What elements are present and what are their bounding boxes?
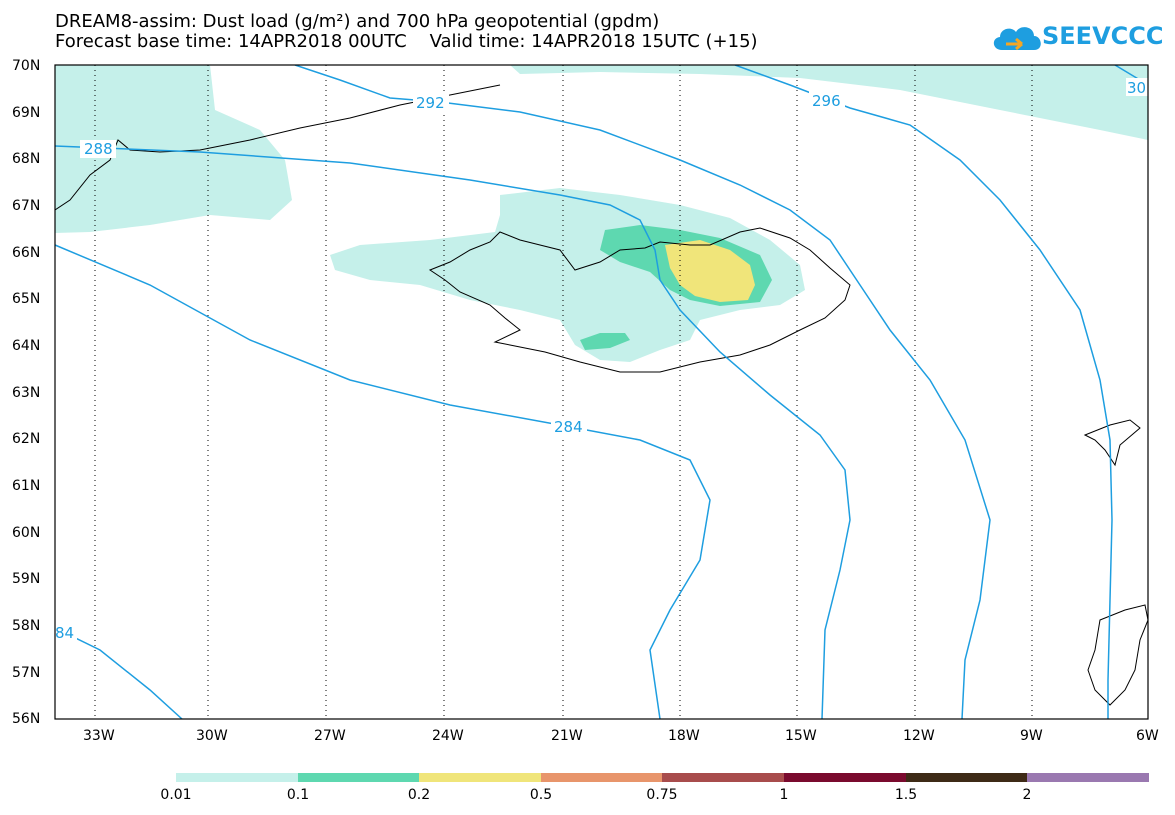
lat-label: 69N: [12, 105, 40, 121]
contour-label-84: 84: [55, 624, 74, 642]
colorbar: [176, 773, 1149, 782]
lon-axis: 33W 30W 27W 24W 21W 18W 15W 12W 9W 6W: [83, 728, 1159, 744]
colorbar-swatch: [906, 773, 1027, 782]
lat-label: 67N: [12, 198, 40, 214]
base-time: Forecast base time: 14APR2018 00UTC: [55, 31, 407, 52]
colorbar-swatch: [1027, 773, 1149, 782]
colorbar-swatch: [541, 773, 662, 782]
lat-label: 58N: [12, 618, 40, 634]
lat-label: 70N: [12, 58, 40, 74]
lon-label: 15W: [785, 728, 817, 744]
dust-area-0-1-small: [580, 333, 630, 350]
lat-label: 64N: [12, 338, 40, 354]
lon-label: 27W: [314, 728, 346, 744]
plot-frame: [54, 64, 1149, 720]
lat-label: 61N: [12, 478, 40, 494]
colorbar-label: 0.75: [646, 787, 678, 803]
lat-axis: 70N 69N 68N 67N 66N 65N 64N 63N 62N 61N …: [12, 58, 40, 727]
colorbar-label: 1: [779, 787, 789, 803]
contour-label-284: 284: [554, 418, 583, 436]
lon-gridlines: [94, 65, 1033, 719]
lat-label: 65N: [12, 291, 40, 307]
colorbar-swatch: [784, 773, 906, 782]
valid-time: Valid time: 14APR2018 15UTC (+15): [429, 31, 758, 52]
lat-label: 62N: [12, 431, 40, 447]
forecast-times: Forecast base time: 14APR2018 00UTC Vali…: [55, 32, 758, 52]
colorbar-swatch: [176, 773, 298, 782]
colorbar-label: 1.5: [894, 787, 918, 803]
colorbar-label: 0.01: [160, 787, 192, 803]
colorbar-label: 0.5: [529, 787, 553, 803]
lat-label: 56N: [12, 711, 40, 727]
colorbar-swatch: [298, 773, 419, 782]
contour-label-296: 296: [812, 92, 841, 110]
contour-284: [55, 244, 711, 719]
contour-label-288: 288: [84, 140, 113, 158]
lon-label: 6W: [1136, 728, 1159, 744]
lon-label: 30W: [196, 728, 228, 744]
colorbar-label: 2: [1022, 787, 1032, 803]
colorbar-swatch: [419, 773, 541, 782]
lon-label: 18W: [668, 728, 700, 744]
dust-area-northwest: [55, 65, 292, 233]
contour-284-southwest: [55, 627, 183, 719]
lat-label: 59N: [12, 571, 40, 587]
contour-288: [55, 145, 851, 719]
contour-label-292: 292: [416, 94, 445, 112]
logo-text: SEEVCCC: [1042, 22, 1164, 50]
lon-label: 9W: [1020, 728, 1043, 744]
colorbar-label: 0.2: [407, 787, 431, 803]
lat-label: 60N: [12, 525, 40, 541]
lat-label: 63N: [12, 385, 40, 401]
lat-label: 68N: [12, 151, 40, 167]
lat-label: 66N: [12, 245, 40, 261]
lat-label: 57N: [12, 665, 40, 681]
lon-label: 12W: [903, 728, 935, 744]
lon-label: 21W: [551, 728, 583, 744]
colorbar-label: 0.1: [286, 787, 310, 803]
lon-label: 24W: [432, 728, 464, 744]
colorbar-swatch: [662, 773, 784, 782]
lon-label: 33W: [83, 728, 115, 744]
contour-296: [734, 65, 1113, 719]
dust-area-0-2: [665, 240, 755, 302]
map-title: DREAM8-assim: Dust load (g/m²) and 700 h…: [55, 11, 660, 32]
cloud-logo-icon: [993, 27, 1041, 51]
contour-label-30: 30: [1127, 79, 1146, 97]
dust-area-northeast: [510, 65, 1148, 140]
